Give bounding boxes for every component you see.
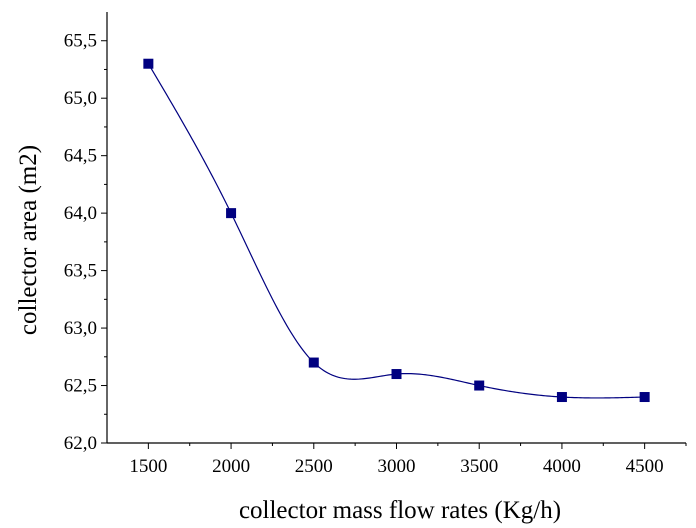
x-tick-label: 2500 <box>295 456 333 477</box>
y-tick-label: 63,0 <box>64 318 97 339</box>
data-point-marker <box>226 208 237 219</box>
y-tick-label: 64,5 <box>64 146 97 167</box>
y-axis-ticks: 62,0 62,5 63,0 63,5 64,0 64,5 65,0 65,5 <box>64 31 107 454</box>
data-point-marker <box>639 392 650 403</box>
data-point-marker <box>391 369 402 380</box>
x-tick-label: 3500 <box>460 456 498 477</box>
x-axis-ticks: 1500 2000 2500 3000 3500 4000 4500 <box>129 443 687 477</box>
series-layer <box>143 58 650 403</box>
y-tick-label: 65,0 <box>64 88 97 109</box>
data-point-marker <box>474 380 485 391</box>
x-axis-title: collector mass flow rates (Kg/h) <box>239 497 561 524</box>
data-point-marker <box>143 58 154 69</box>
data-point-marker <box>308 357 319 368</box>
x-tick-label: 2000 <box>212 456 250 477</box>
y-tick-label: 63,5 <box>64 261 97 282</box>
y-tick-label: 64,0 <box>64 203 97 224</box>
x-tick-label: 4000 <box>543 456 581 477</box>
y-tick-label: 65,5 <box>64 31 97 52</box>
y-axis-title: collector area (m2) <box>15 145 42 335</box>
x-tick-label: 3000 <box>378 456 416 477</box>
data-point-marker <box>556 392 567 403</box>
series-line <box>147 63 645 399</box>
y-tick-label: 62,0 <box>64 433 97 454</box>
y-tick-label: 62,5 <box>64 376 97 397</box>
x-tick-label: 4500 <box>626 456 664 477</box>
x-tick-label: 1500 <box>129 456 167 477</box>
